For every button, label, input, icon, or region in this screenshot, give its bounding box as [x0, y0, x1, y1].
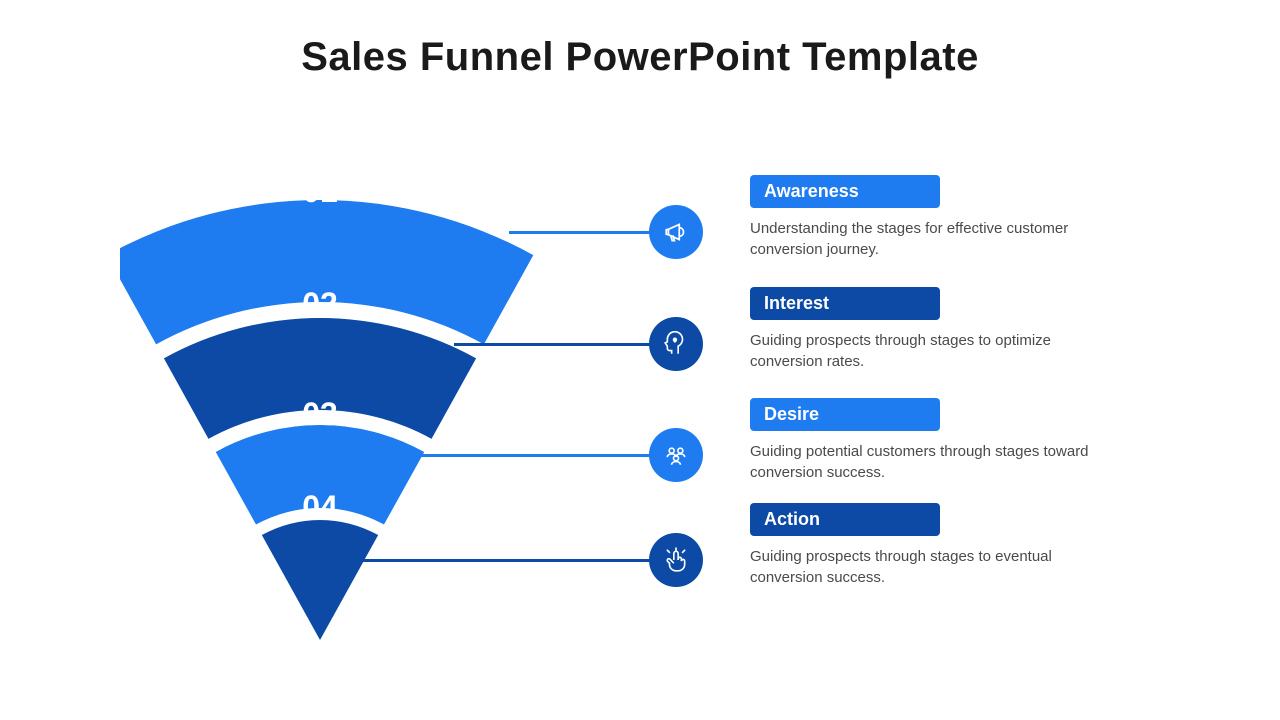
- stage-description: Guiding prospects through stages to even…: [750, 546, 1090, 588]
- connector-4: [349, 559, 676, 562]
- connector-2: [454, 343, 676, 346]
- stage-item-1: Awareness Understanding the stages for ef…: [750, 175, 1090, 260]
- funnel-stage-4: [262, 520, 378, 640]
- connector-3: [404, 454, 676, 457]
- stage-item-3: Desire Guiding potential customers throug…: [750, 398, 1090, 483]
- tap-icon: [649, 533, 703, 587]
- stage-item-2: Interest Guiding prospects through stages…: [750, 287, 1090, 372]
- people-icon: [649, 428, 703, 482]
- stage-label: Awareness: [750, 175, 940, 208]
- funnel-number-3: 03: [302, 396, 338, 432]
- slide-title: Sales Funnel PowerPoint Template: [0, 35, 1280, 80]
- stage-item-4: Action Guiding prospects through stages t…: [750, 503, 1090, 588]
- stage-description: Understanding the stages for effective c…: [750, 218, 1090, 260]
- megaphone-icon: [649, 205, 703, 259]
- stage-description: Guiding potential customers through stag…: [750, 441, 1090, 483]
- stage-description: Guiding prospects through stages to opti…: [750, 330, 1090, 372]
- head-heart-icon: [649, 317, 703, 371]
- funnel-diagram: 01 02 03 04: [120, 110, 550, 670]
- stage-label: Desire: [750, 398, 940, 431]
- funnel-number-2: 02: [302, 286, 338, 322]
- stage-label: Action: [750, 503, 940, 536]
- funnel-number-4: 04: [302, 489, 338, 525]
- funnel-number-1: 01: [302, 173, 338, 209]
- stage-label: Interest: [750, 287, 940, 320]
